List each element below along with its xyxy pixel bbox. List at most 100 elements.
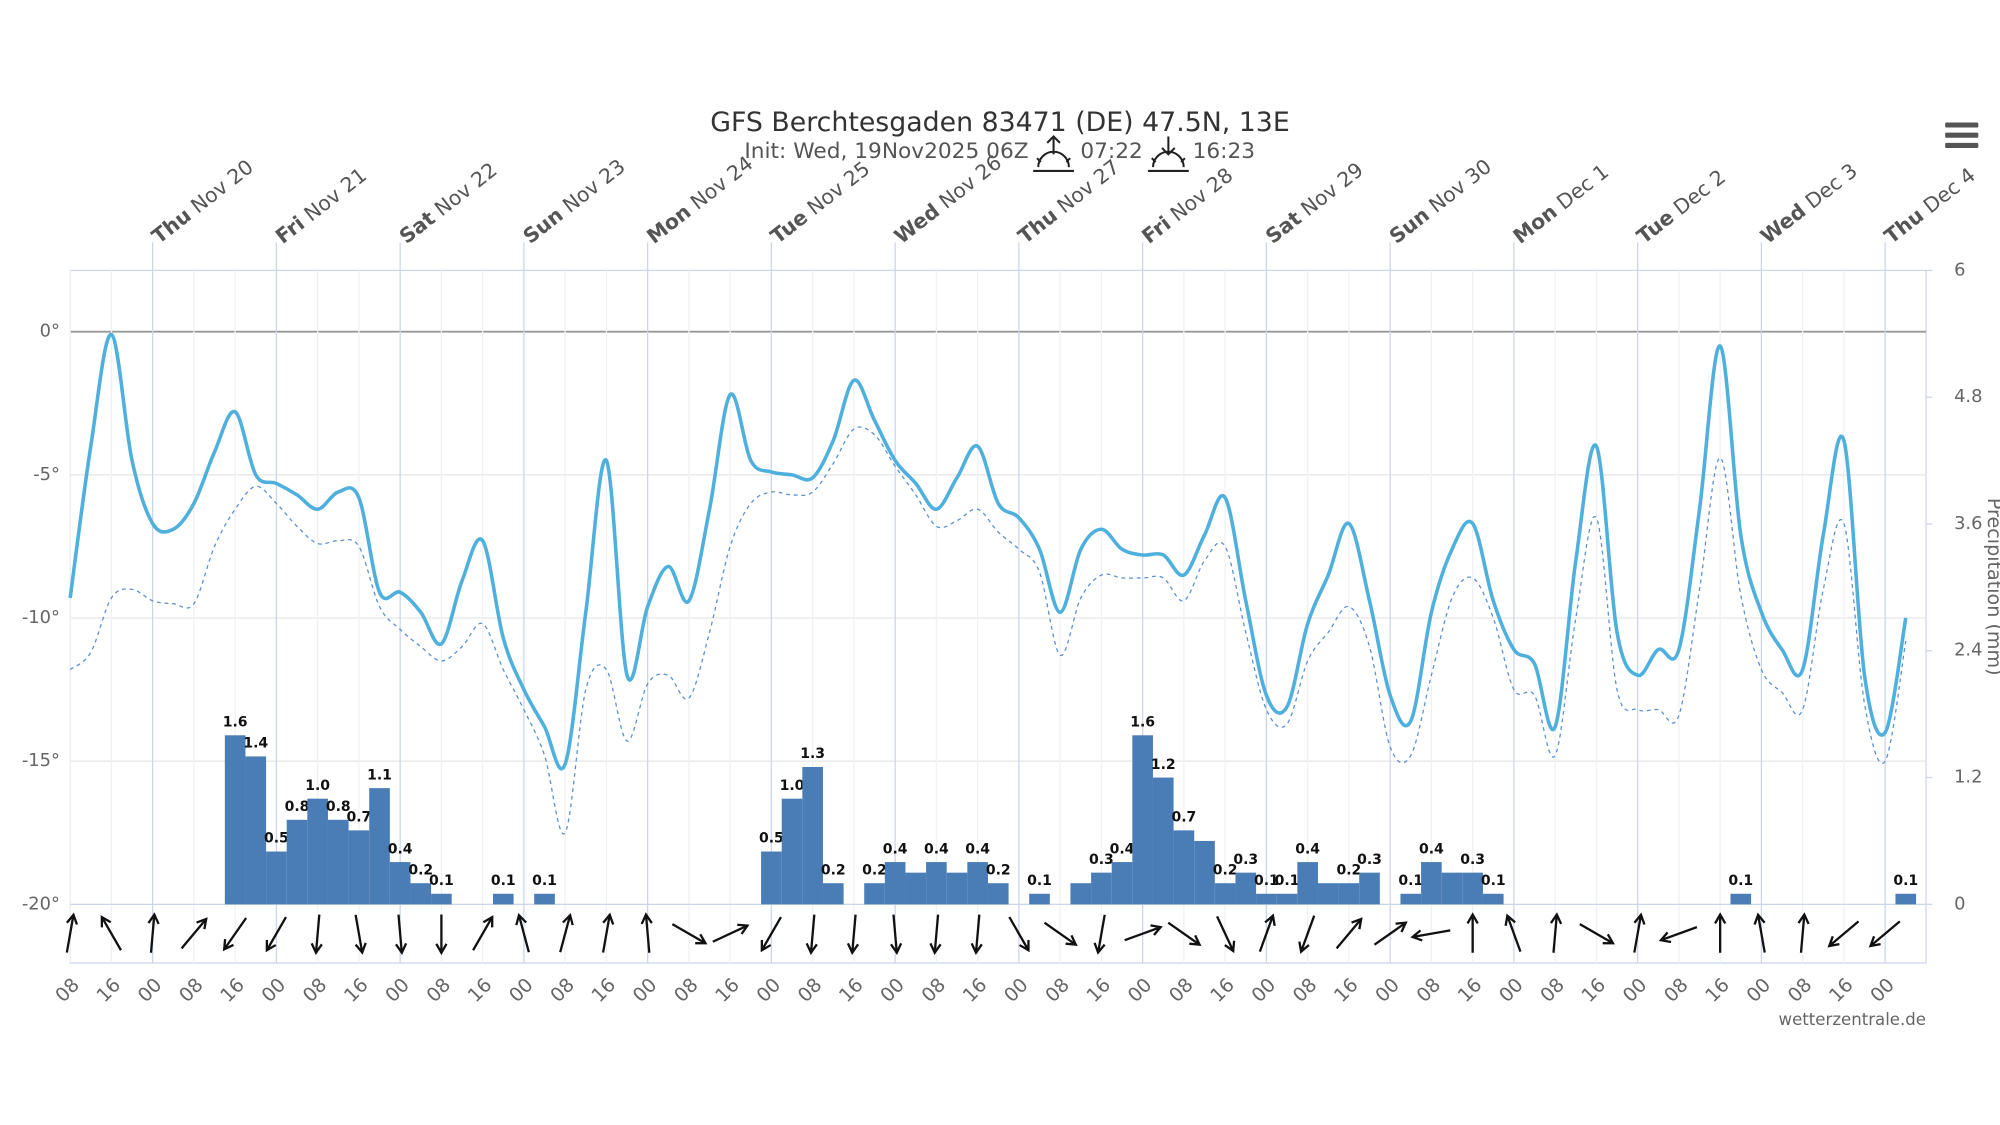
precip-bar bbox=[1317, 883, 1339, 905]
x-tick-label: 08 bbox=[1659, 973, 1692, 1006]
x-tick-label: 08 bbox=[1412, 973, 1445, 1006]
bar-label: 0.4 bbox=[1110, 841, 1135, 857]
precip-bar bbox=[534, 893, 555, 905]
menu-button[interactable] bbox=[1945, 122, 1979, 148]
day-date: Nov 20 bbox=[181, 155, 258, 222]
precip-bar bbox=[369, 788, 390, 905]
precip-bar bbox=[1400, 893, 1422, 905]
x-tick-label: 08 bbox=[1164, 973, 1197, 1006]
precip-bar bbox=[987, 883, 1009, 905]
bar-label: 0.5 bbox=[759, 831, 784, 847]
bar-label: 0.2 bbox=[408, 862, 433, 878]
day-date: Dec 1 bbox=[1547, 159, 1613, 218]
bar-label: 0.1 bbox=[1275, 873, 1300, 889]
wind-arrow bbox=[1753, 912, 1766, 953]
bar-label: 1.2 bbox=[1151, 757, 1176, 773]
day-date: Nov 22 bbox=[425, 158, 502, 225]
precip-bar bbox=[1297, 862, 1318, 905]
day-date: Nov 25 bbox=[797, 156, 874, 223]
x-tick-label: 08 bbox=[298, 973, 331, 1006]
y2-tick-label: 1.2 bbox=[1954, 767, 1982, 788]
x-tick-label: 16 bbox=[1700, 973, 1733, 1006]
precip-bar bbox=[1482, 893, 1504, 905]
precip-bar bbox=[1338, 883, 1360, 905]
wind-arrow bbox=[640, 912, 653, 953]
x-tick-label: 00 bbox=[752, 973, 785, 1006]
bar-label: 0.7 bbox=[346, 810, 371, 826]
day-label: Thu Nov 20 bbox=[147, 155, 258, 249]
wind-arrow bbox=[671, 923, 708, 945]
day-label: Sun Nov 23 bbox=[518, 154, 629, 248]
day-date: Dec 4 bbox=[1914, 163, 1980, 222]
bar-label: 0.3 bbox=[1233, 852, 1258, 868]
bar-label: 0.4 bbox=[388, 841, 413, 857]
wind-arrow bbox=[222, 917, 248, 952]
bar-label: 1.0 bbox=[305, 778, 330, 794]
credit: wetterzentrale.de bbox=[1779, 1010, 1926, 1029]
x-tick-label: 16 bbox=[1205, 973, 1238, 1006]
sunrise-time: 07:22 bbox=[1080, 139, 1142, 164]
precip-bar bbox=[926, 862, 947, 905]
temperature-line bbox=[68, 332, 1908, 771]
precip-bar bbox=[864, 883, 885, 905]
precip-bar bbox=[492, 893, 514, 905]
wind-arrow bbox=[1093, 914, 1106, 955]
precip-bar bbox=[410, 883, 432, 905]
wind-arrow bbox=[890, 914, 903, 956]
bar-label: 0.2 bbox=[1336, 862, 1361, 878]
bar-label: 0.4 bbox=[883, 841, 908, 857]
x-tick-label: 08 bbox=[1288, 973, 1321, 1006]
day-label: Wed Nov 26 bbox=[890, 150, 1006, 248]
bar-label: 0.5 bbox=[264, 831, 289, 847]
bar-label: 0.1 bbox=[1398, 873, 1423, 889]
x-tick-label: 08 bbox=[1535, 973, 1568, 1006]
wind-arrow bbox=[435, 914, 448, 956]
precip-bar bbox=[431, 893, 452, 905]
x-tick-label: 08 bbox=[917, 973, 950, 1006]
wind-arrow bbox=[1008, 916, 1030, 953]
wind-arrow bbox=[1714, 912, 1727, 953]
wind-arrow bbox=[310, 914, 323, 956]
y2-axis-label: Precipitation (mm) bbox=[1983, 498, 2000, 676]
x-tick-label: 00 bbox=[1370, 973, 1403, 1006]
wind-arrow bbox=[1579, 923, 1615, 945]
day-label: Tue Dec 2 bbox=[1632, 165, 1730, 249]
day-label: Mon Nov 24 bbox=[642, 151, 757, 248]
precip-bar bbox=[1173, 830, 1195, 905]
x-tick-label: 08 bbox=[545, 973, 578, 1006]
day-date: Nov 30 bbox=[1419, 154, 1496, 221]
x-tick-label: 00 bbox=[133, 973, 166, 1006]
bar-label: 0.1 bbox=[1481, 873, 1506, 889]
precip-bar bbox=[245, 756, 267, 905]
sunset-time: 16:23 bbox=[1193, 139, 1255, 164]
precip-bar bbox=[1276, 893, 1298, 905]
bar-label: 0.3 bbox=[1357, 852, 1382, 868]
y-tick-label: -20° bbox=[22, 893, 60, 914]
x-tick-label: 00 bbox=[1865, 973, 1898, 1006]
day-date: Nov 21 bbox=[294, 163, 371, 230]
y2-tick-label: 3.6 bbox=[1954, 513, 1982, 534]
precip-bar bbox=[1441, 872, 1463, 905]
wind-arrow bbox=[1335, 917, 1363, 950]
wind-arrow bbox=[846, 914, 860, 956]
wind-arrow bbox=[1827, 920, 1860, 948]
wind-arrow bbox=[65, 912, 79, 953]
wind-arrow bbox=[1466, 912, 1479, 953]
precip-bar bbox=[266, 851, 287, 905]
bar-label: 0.1 bbox=[1728, 873, 1753, 889]
precip-bar bbox=[1730, 893, 1752, 905]
y2-tick-label: 2.4 bbox=[1954, 640, 1982, 661]
wind-arrow bbox=[1167, 921, 1202, 946]
day-date: Dec 3 bbox=[1796, 158, 1862, 217]
precip-bar bbox=[822, 883, 844, 905]
sunrise-icon bbox=[1033, 135, 1074, 172]
precip-bar bbox=[1256, 893, 1277, 905]
precip-bar bbox=[946, 872, 968, 905]
precip-bar bbox=[1194, 840, 1215, 905]
x-tick-label: 00 bbox=[1494, 973, 1527, 1006]
x-tick-label: 16 bbox=[1453, 973, 1486, 1006]
precip-bar bbox=[1111, 862, 1133, 905]
precip-bar bbox=[286, 819, 308, 905]
bar-label: 0.8 bbox=[285, 799, 310, 815]
